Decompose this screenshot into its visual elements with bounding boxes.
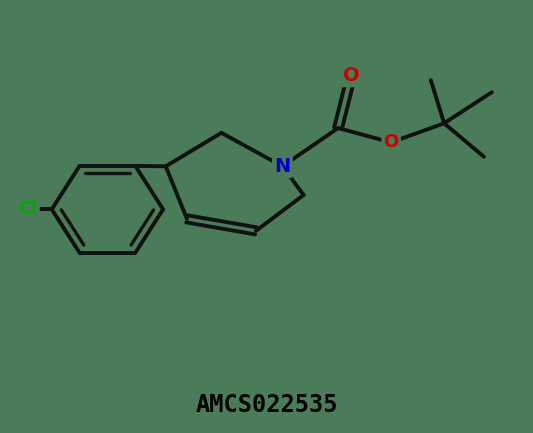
Text: O: O [383, 133, 399, 152]
Text: N: N [274, 157, 290, 176]
Text: Cl: Cl [18, 200, 38, 218]
Text: O: O [343, 66, 360, 85]
Text: AMCS022535: AMCS022535 [195, 393, 338, 417]
